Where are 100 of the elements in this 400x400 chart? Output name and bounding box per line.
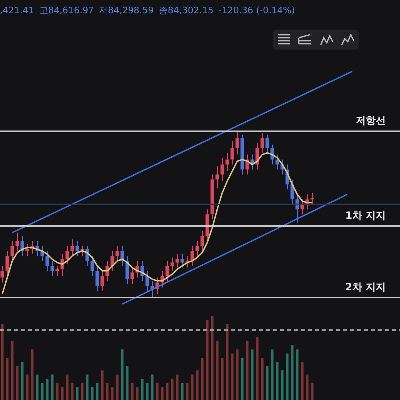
candlestick — [0, 266, 4, 284]
bar — [251, 350, 254, 400]
candlestick — [110, 250, 114, 272]
bar — [121, 350, 124, 400]
bar — [101, 370, 104, 400]
candlestick — [200, 230, 204, 252]
bar — [41, 383, 44, 400]
bar — [1, 324, 4, 400]
candlestick — [76, 240, 80, 257]
text: -120.36 (-0.14%) — [218, 6, 296, 16]
bar — [91, 387, 94, 400]
bar — [236, 350, 239, 400]
ref-line-label: 2차 지지 — [346, 282, 386, 294]
candlestick — [176, 254, 180, 268]
candlestick — [196, 240, 200, 257]
candlestick — [206, 209, 210, 242]
candlestick — [56, 266, 60, 277]
candlestick — [6, 250, 10, 277]
candlestick — [190, 246, 194, 267]
bar — [186, 383, 189, 400]
bar — [46, 379, 49, 400]
candlestick — [16, 232, 20, 252]
bar — [31, 350, 34, 400]
candlestick — [70, 239, 74, 257]
candlestick — [310, 192, 314, 206]
bar — [196, 370, 199, 400]
bar — [111, 387, 114, 400]
bar — [256, 337, 259, 400]
bar — [286, 354, 289, 400]
text: 종84,302.15 — [158, 6, 214, 16]
bar — [291, 345, 294, 400]
bar — [266, 366, 269, 400]
bar — [206, 320, 209, 400]
bar — [151, 374, 154, 400]
ref-line-label: 1차 지지 — [346, 210, 386, 222]
bar — [26, 374, 29, 400]
candlestick — [10, 240, 14, 262]
bar — [281, 370, 284, 400]
candlestick — [96, 266, 100, 292]
bar — [211, 316, 214, 400]
bar — [11, 341, 14, 400]
bar — [106, 383, 109, 400]
bar — [81, 383, 84, 400]
bar — [86, 374, 89, 400]
candlestick — [46, 250, 50, 272]
bar — [261, 358, 264, 400]
bar — [141, 379, 144, 400]
bar — [66, 374, 69, 400]
bar — [296, 350, 299, 400]
bar — [241, 358, 244, 400]
bar — [176, 374, 179, 400]
bar — [271, 350, 274, 400]
candlestick — [216, 166, 220, 188]
bar — [166, 383, 169, 400]
text: 저84,298.59 — [99, 6, 154, 16]
candlestick — [100, 270, 104, 292]
bar — [221, 358, 224, 400]
bar — [21, 362, 24, 400]
candlestick — [266, 134, 270, 154]
bar — [76, 387, 79, 400]
bar — [131, 383, 134, 400]
bar — [146, 383, 149, 400]
bar — [56, 383, 59, 400]
candlestick — [126, 256, 130, 285]
bar — [171, 379, 174, 400]
bar — [71, 383, 74, 400]
bar — [16, 366, 19, 400]
bar — [276, 362, 279, 400]
bar — [36, 374, 39, 400]
candlestick — [236, 130, 240, 156]
bar — [301, 362, 304, 400]
bar — [226, 324, 229, 400]
bar — [191, 374, 194, 400]
bar — [246, 341, 249, 400]
text: 고84,616.97 — [39, 6, 94, 16]
candlestick — [180, 254, 184, 268]
bar — [181, 383, 184, 400]
bar — [51, 374, 54, 400]
bar — [136, 387, 139, 400]
ref-line-label: 저항선 — [356, 116, 386, 128]
bar — [156, 383, 159, 400]
bar — [116, 374, 119, 400]
text: ,421.41 — [0, 6, 34, 16]
candlestick — [220, 158, 224, 182]
candlestick — [260, 132, 264, 154]
candlestick — [130, 267, 134, 285]
candlestick — [50, 260, 54, 277]
bar — [231, 354, 234, 400]
bar — [311, 383, 314, 400]
bar — [6, 358, 9, 400]
bar — [126, 366, 129, 400]
candlestick — [226, 152, 230, 172]
bar — [161, 387, 164, 400]
candlestick — [230, 140, 234, 166]
bar — [306, 374, 309, 400]
bar — [216, 341, 219, 400]
bar — [201, 358, 204, 400]
bar — [61, 387, 64, 400]
candlestick — [90, 256, 94, 277]
candlestick — [116, 246, 120, 262]
